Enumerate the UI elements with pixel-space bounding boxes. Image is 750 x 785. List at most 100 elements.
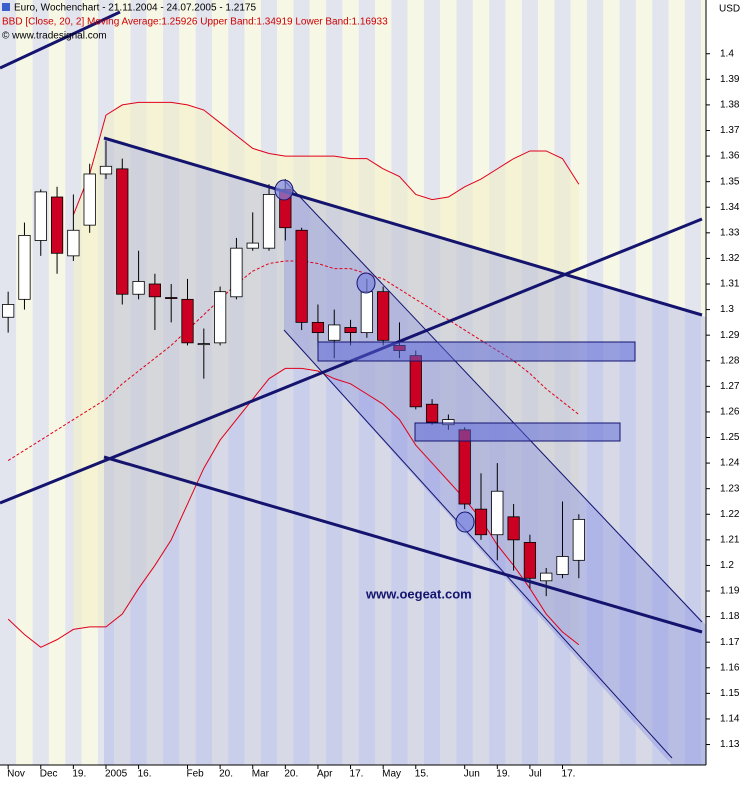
y-tick-label: 1.28 — [720, 355, 740, 366]
stripe — [684, 0, 702, 765]
candle-body — [50, 196, 64, 254]
x-tick-label: 2005 — [105, 769, 128, 780]
candle-body — [2, 304, 15, 318]
y-tick-label: 1.16 — [720, 662, 740, 673]
axis-panel — [706, 0, 750, 785]
pivot-marker — [274, 179, 294, 201]
candle-body — [67, 229, 80, 257]
icon — [2, 3, 10, 11]
x-tick-label: Mar — [252, 769, 270, 780]
candle-body — [132, 281, 145, 295]
y-tick-label: 1.22 — [720, 509, 740, 520]
x-tick-label: 15. — [415, 769, 429, 780]
candle-body — [148, 283, 162, 298]
candle-body — [328, 324, 341, 341]
stripe — [32, 0, 49, 765]
y-tick-label: 1.19 — [720, 586, 740, 597]
y-tick-label: 1.37 — [720, 125, 740, 136]
x-tick-label: Dec — [40, 769, 58, 780]
y-tick-label: 1.39 — [720, 74, 740, 85]
x-tick-label: 19. — [496, 769, 510, 780]
x-tick-label: Nov — [7, 769, 25, 780]
y-tick-label: 1.34 — [720, 202, 740, 213]
stripe — [48, 0, 66, 765]
band-line — [7, 260, 580, 461]
candle-body — [99, 165, 113, 175]
stripe — [668, 0, 685, 765]
candle-body — [344, 327, 357, 334]
axis-panel — [0, 765, 750, 785]
candle-body — [311, 321, 325, 334]
x-tick-label: Feb — [187, 769, 205, 780]
band-line — [72, 101, 580, 216]
zone-box — [317, 341, 636, 362]
candle-body — [572, 518, 585, 561]
candle-body — [523, 542, 537, 579]
candle-body — [181, 298, 194, 344]
x-tick-label: 19. — [72, 769, 86, 780]
candle-body — [246, 242, 259, 249]
candle-body — [556, 556, 569, 575]
candle-body — [295, 229, 308, 323]
y-tick-label: 1.24 — [720, 458, 740, 469]
y-tick-label: 1.26 — [720, 407, 740, 418]
candle-body — [474, 508, 488, 536]
pivot-marker — [356, 272, 376, 294]
stripe — [701, 0, 706, 765]
x-tick-label: May — [382, 769, 401, 780]
y-tick-label: 1.3 — [720, 304, 734, 315]
y-tick-label: 1.14 — [720, 714, 740, 725]
axis-unit: USD — [719, 4, 740, 15]
chart-title: Euro, Wochenchart - 21.11.2004 - 24.07.2… — [14, 3, 256, 14]
x-tick-label: 20. — [284, 769, 298, 780]
stripe — [635, 0, 653, 765]
stripe — [0, 0, 17, 765]
down-channel — [284, 180, 706, 765]
candle-body — [197, 343, 210, 346]
candle-body — [360, 291, 373, 334]
y-tick-label: 1.18 — [720, 611, 740, 622]
stripe — [603, 0, 620, 765]
stripe — [16, 0, 33, 765]
source: © www.tradesignal.com — [2, 31, 107, 42]
candle-body — [165, 297, 178, 299]
trend-area — [104, 138, 706, 765]
band-fill — [73, 102, 579, 645]
candle-body — [540, 572, 553, 582]
candle-body — [491, 490, 504, 536]
y-tick-label: 1.17 — [720, 637, 740, 648]
candle-body — [230, 247, 243, 298]
y-tick-label: 1.38 — [720, 100, 740, 111]
trend-line — [0, 10, 121, 70]
y-tick-label: 1.31 — [720, 279, 740, 290]
zone-box — [414, 422, 621, 442]
y-tick-label: 1.15 — [720, 688, 740, 699]
y-tick-label: 1.36 — [720, 151, 740, 162]
x-tick-label: Apr — [317, 769, 333, 780]
y-tick-label: 1.23 — [720, 483, 740, 494]
stripe — [586, 0, 604, 765]
x-tick-label: 17. — [562, 769, 576, 780]
candle-body — [262, 194, 276, 249]
candle-body — [214, 291, 227, 344]
y-tick-label: 1.13 — [720, 739, 740, 750]
y-tick-label: 1.2 — [720, 560, 734, 571]
candle-body — [377, 291, 390, 341]
y-tick-label: 1.35 — [720, 176, 740, 187]
indicator-label: BBD [Close, 20, 2] Moving Average:1.2592… — [2, 17, 388, 28]
y-tick-label: 1.21 — [720, 534, 740, 545]
candle-body — [18, 234, 31, 300]
x-tick-label: 16. — [138, 769, 152, 780]
candle-body — [425, 403, 439, 423]
candle-body — [507, 516, 520, 541]
band-area — [73, 102, 579, 645]
trend-line — [103, 136, 703, 317]
watermark: www.oegeat.com — [365, 586, 472, 601]
candle-body — [409, 355, 422, 408]
x-tick-label: Jul — [529, 769, 542, 780]
candle-body — [34, 191, 47, 241]
y-tick-label: 1.25 — [720, 432, 740, 443]
y-tick-label: 1.32 — [720, 253, 740, 264]
channel-line — [283, 179, 703, 623]
